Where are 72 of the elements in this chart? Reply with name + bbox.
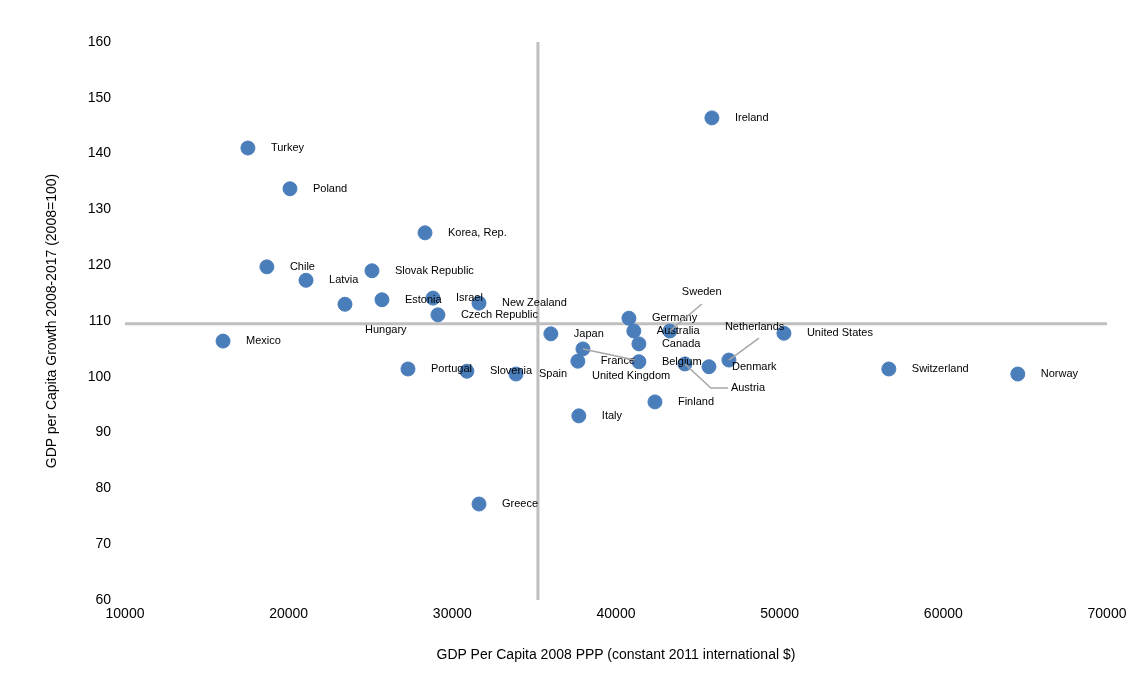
annotation: Norway xyxy=(1040,367,1079,380)
point xyxy=(704,110,720,126)
point xyxy=(374,292,390,308)
y-tick-label: 150 xyxy=(87,88,112,105)
point xyxy=(701,359,717,375)
point xyxy=(647,394,663,410)
annotation: Germany xyxy=(651,311,698,324)
annotation: Slovak Republic xyxy=(394,263,475,276)
annotation: New Zealand xyxy=(502,296,567,309)
point xyxy=(571,408,587,424)
annotation: Poland xyxy=(312,181,348,194)
point xyxy=(240,140,256,156)
annotation: United States xyxy=(806,326,874,339)
point xyxy=(471,496,487,512)
point xyxy=(259,259,275,275)
x-tick-label: 70000 xyxy=(1087,605,1127,622)
point xyxy=(215,333,231,349)
x-tick-label: 10000 xyxy=(105,605,145,622)
point xyxy=(337,296,353,312)
y-tick-label: 70 xyxy=(95,535,112,552)
x-tick-label: 20000 xyxy=(269,605,309,622)
x-tick-label: 60000 xyxy=(923,605,964,622)
x-tick-label: 50000 xyxy=(760,605,800,622)
y-tick-label: 80 xyxy=(95,479,112,496)
point xyxy=(621,310,637,326)
y-tick-label: 90 xyxy=(95,423,112,440)
point xyxy=(1010,366,1026,382)
annotation: Japan xyxy=(573,326,604,339)
x-tick-label: 30000 xyxy=(432,605,473,622)
annotation: Mexico xyxy=(246,334,281,347)
y-tick-label: 120 xyxy=(87,256,112,273)
annotation: United Kingdom xyxy=(591,368,671,381)
annotation: France xyxy=(600,354,636,367)
y-tick-label: 60 xyxy=(95,590,112,607)
annotation: Korea, Rep. xyxy=(448,225,507,238)
annotation: Switzerland xyxy=(911,362,969,375)
annotation: Finland xyxy=(677,394,715,407)
point xyxy=(364,263,380,279)
point xyxy=(417,225,433,241)
point xyxy=(298,272,314,288)
point xyxy=(430,307,446,323)
y-tick-label: 110 xyxy=(88,311,112,328)
point xyxy=(881,361,897,377)
y-tick-label: 130 xyxy=(87,200,112,217)
annotation: Israel xyxy=(456,291,483,304)
y-axis-title: GDP per Capita Growth 2008-2017 (2008=100) xyxy=(43,173,60,469)
point xyxy=(626,323,642,339)
point xyxy=(543,326,559,342)
annotation: Spain xyxy=(539,367,568,380)
annotation: Ireland xyxy=(734,110,769,123)
y-tick-label: 100 xyxy=(87,367,112,384)
point xyxy=(282,181,298,197)
point xyxy=(631,336,647,352)
x-tick-label: 40000 xyxy=(596,605,636,622)
annotation: Turkey xyxy=(270,141,305,154)
annotation: Latvia xyxy=(329,273,360,286)
annotation: Austria xyxy=(730,381,767,393)
x-axis-title: GDP Per Capita 2008 PPP (constant 2011 international $) xyxy=(436,646,796,663)
annotation: Canada xyxy=(661,336,702,349)
point xyxy=(570,353,586,369)
y-tick-label: 160 xyxy=(87,32,112,49)
annotation: Hungary xyxy=(364,323,408,336)
annotation: Italy xyxy=(601,408,623,421)
point xyxy=(575,341,591,357)
annotation: Chile xyxy=(289,259,315,272)
point xyxy=(400,361,416,377)
y-tick-label: 140 xyxy=(87,144,112,161)
annotation: Denmark xyxy=(731,359,778,372)
annotation: Netherlands xyxy=(724,320,785,333)
annotation: Greece xyxy=(502,497,539,510)
annotation: Sweden xyxy=(681,285,722,298)
annotation: Czech Republic xyxy=(460,307,539,320)
